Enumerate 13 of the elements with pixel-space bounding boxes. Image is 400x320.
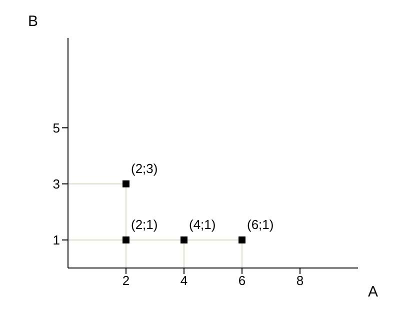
annotation: (6;1) xyxy=(247,216,274,232)
annotation: (2;1) xyxy=(131,216,158,232)
x-tick-label: 4 xyxy=(180,273,188,288)
x-tick-label: 8 xyxy=(296,273,304,288)
y-tick-label: 3 xyxy=(52,176,60,192)
y-tick-label: 1 xyxy=(52,232,60,248)
annotation: (2;3) xyxy=(131,160,158,176)
x-tick-label: 6 xyxy=(238,273,246,288)
x-tick-label: 2 xyxy=(122,273,130,288)
y-axis-title: B xyxy=(28,13,38,30)
x-axis-title: A xyxy=(368,283,378,300)
annotation: (4;1) xyxy=(189,216,216,232)
y-tick-label: 5 xyxy=(52,120,60,136)
